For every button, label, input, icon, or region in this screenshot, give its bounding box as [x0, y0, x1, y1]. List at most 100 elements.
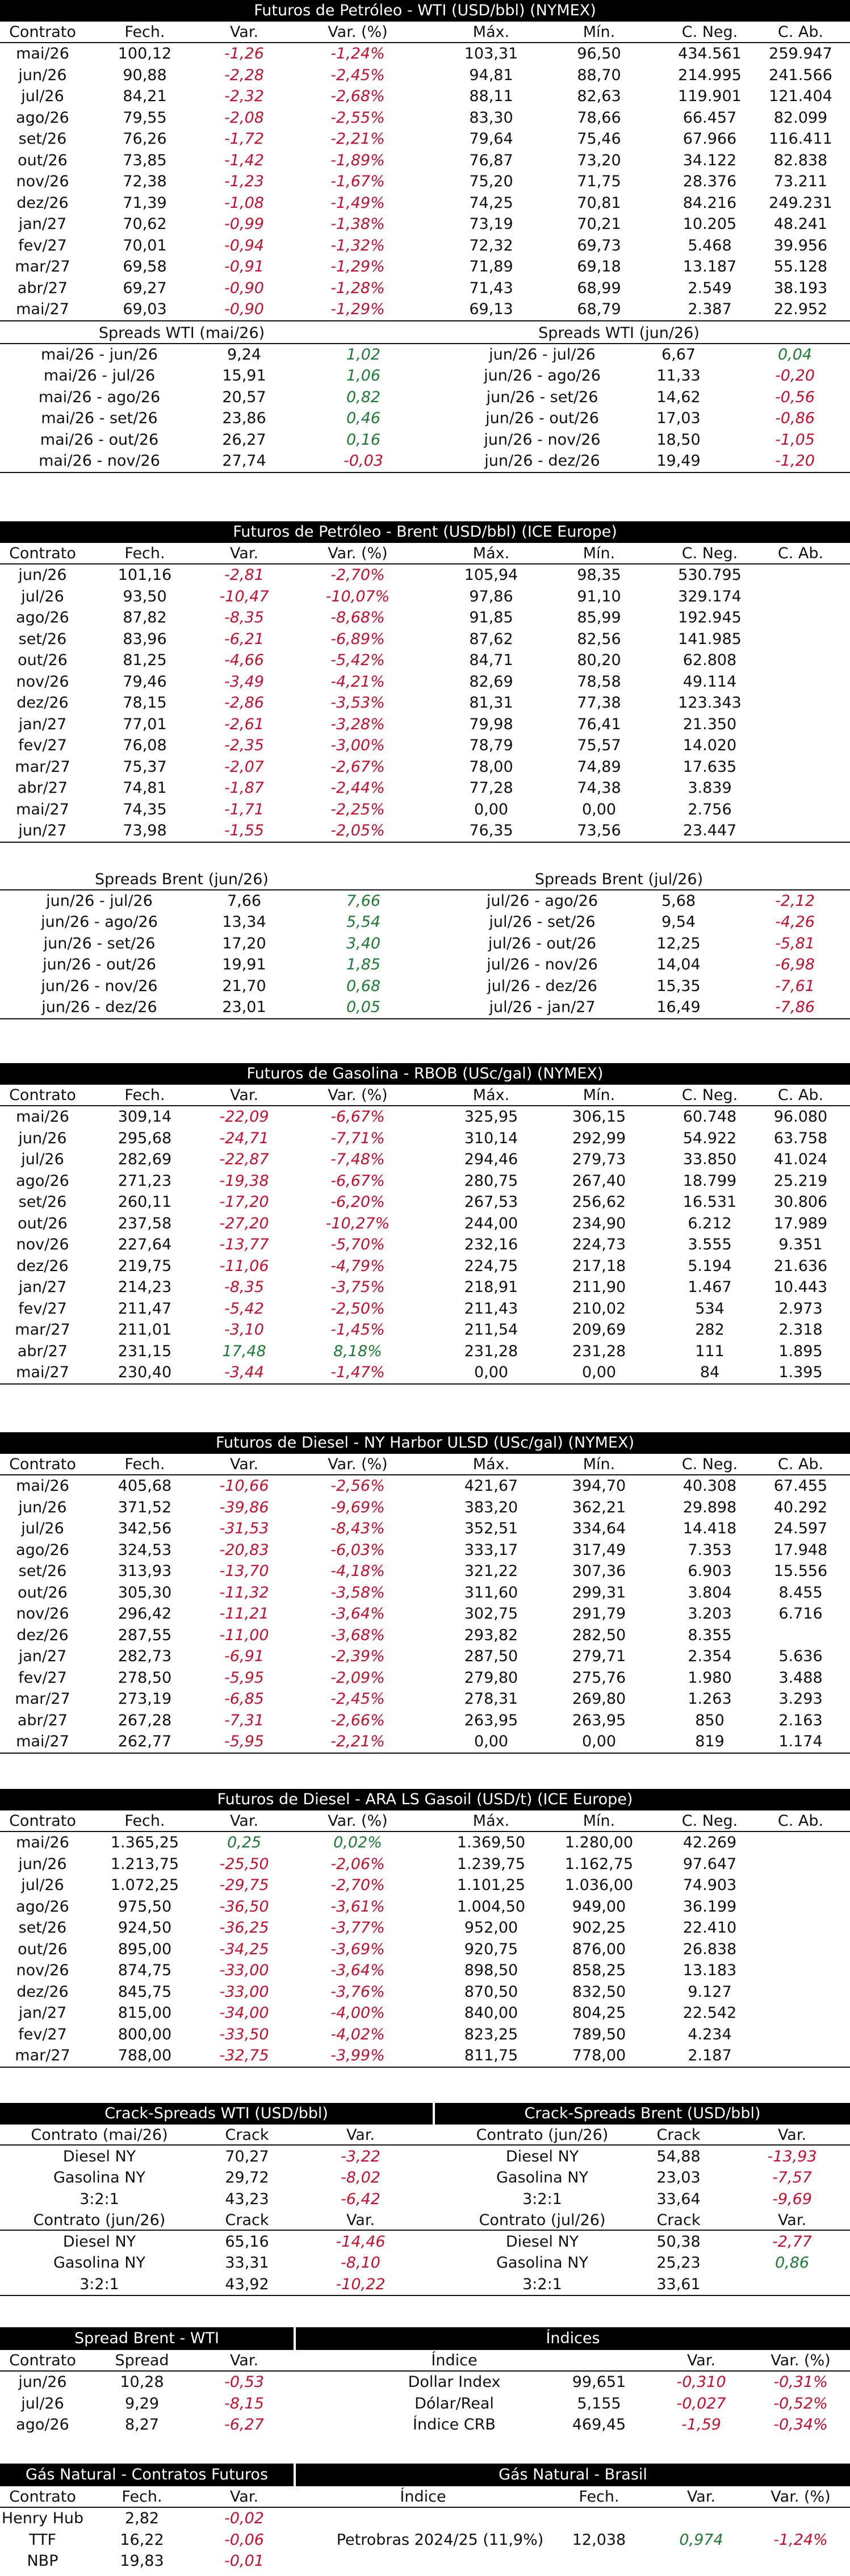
cell: 898,50	[464, 1962, 518, 1979]
cell: 17.989	[773, 1214, 828, 1232]
cell: 259.947	[769, 45, 832, 62]
table-row: mar/27 75,37 -2,07 -2,67% 78,00 74,89 17.635	[0, 756, 850, 778]
cell: 76,26	[123, 130, 167, 148]
cell: 21.350	[682, 715, 737, 733]
cell: 362,21	[572, 1498, 626, 1516]
indices-title: Índices	[296, 2327, 850, 2350]
cell: Fech.	[124, 1812, 165, 1830]
cell: -33,00	[219, 1983, 269, 2001]
cell: 0,00	[474, 1733, 509, 1750]
cell: -34,00	[219, 2004, 269, 2022]
cell: 237,58	[118, 1214, 172, 1232]
cell: -17,20	[219, 1193, 269, 1211]
cell: jun/26 - nov/26	[484, 430, 601, 449]
cell: 231,15	[118, 1342, 172, 1360]
cell: 9.351	[778, 1236, 823, 1253]
cell: nov/26	[16, 1236, 69, 1253]
cell: 3.555	[688, 1236, 732, 1253]
cell: 33,31	[225, 2254, 269, 2272]
cell: jan/27	[18, 715, 67, 733]
cell: -3,61%	[330, 1897, 385, 1916]
cell: -1,47%	[330, 1364, 385, 1381]
cell: jun/26	[18, 1498, 67, 1516]
rbob-table-title: Futuros de Gasolina - RBOB (USc/gal) (NY…	[0, 1063, 850, 1085]
table-row: NBP 19,83 -0,01	[0, 2550, 850, 2572]
cell: 0,04	[777, 345, 813, 363]
table-row: nov/26 79,46 -3,49 -4,21% 82,69 78,58 49.114	[0, 671, 850, 693]
cell: 33,61	[656, 2275, 701, 2293]
cell: Fech.	[579, 2488, 619, 2506]
cell: 0,16	[346, 430, 381, 449]
cell: 279,73	[572, 1151, 626, 1168]
divider	[0, 2370, 850, 2372]
cell: 33.850	[682, 1151, 737, 1168]
cell: jul/26	[21, 87, 64, 105]
cell: 902,25	[572, 1919, 626, 1937]
cell: Spreads Brent (jun/26)	[95, 870, 269, 888]
table-row: mar/27 273,19 -6,85 -2,45% 278,31 269,80 1.263…	[0, 1688, 850, 1710]
cell: 73,20	[577, 151, 621, 169]
cell: jul/26 - ago/26	[486, 892, 598, 910]
cell: Fech.	[122, 2488, 162, 2506]
cell: Var.	[777, 2211, 807, 2229]
divider	[0, 889, 850, 890]
cell: -11,00	[219, 1626, 269, 1644]
cell: 2,82	[124, 2510, 160, 2527]
cell: ago/26	[16, 609, 69, 626]
table-row: fev/27 76,08 -2,35 -3,00% 78,79 75,57 14.020	[0, 735, 850, 756]
cell: jan/27	[18, 1647, 67, 1665]
cell: 8,18%	[333, 1342, 382, 1360]
table-row: jan/27 77,01 -2,61 -3,28% 79,98 76,41 21.350	[0, 714, 850, 735]
cell: 80,20	[577, 651, 621, 669]
cell: -4,79%	[330, 1257, 385, 1275]
cell: 78,66	[577, 108, 621, 127]
cell: 309,14	[118, 1108, 172, 1126]
cell: 302,75	[464, 1605, 518, 1622]
cell: jun/26 - out/26	[43, 956, 156, 973]
cell: out/26	[18, 651, 68, 669]
cell: -10,07%	[325, 587, 390, 605]
cell: 1.004,50	[457, 1897, 526, 1916]
cell: 84,21	[123, 87, 167, 105]
cell: -2,08	[224, 108, 264, 127]
cell: 18.799	[682, 1172, 737, 1190]
cell: -2,45%	[330, 66, 385, 84]
cell: 282,73	[118, 1647, 172, 1665]
cell: -3,10	[224, 1321, 264, 1339]
cell: -8,43%	[330, 1520, 385, 1537]
cell: -2,86	[224, 694, 264, 712]
cell: jul/26	[21, 1520, 64, 1537]
cell: 75,57	[577, 737, 621, 754]
cell: 82,69	[469, 672, 513, 691]
cell: 267,40	[572, 1172, 626, 1190]
cell: 1.280,00	[564, 1834, 634, 1851]
cell: 116.411	[769, 130, 832, 148]
cell: Gasolina NY	[496, 2254, 588, 2272]
cell: 9,29	[124, 2394, 160, 2412]
cell: dez/26	[16, 1257, 69, 1275]
cell: Crack	[225, 2126, 269, 2144]
cell: -9,69%	[330, 1498, 385, 1516]
spread-row: mai/26 - ago/26 20,57 0,82 jun/26 - set/26 1…	[0, 387, 850, 408]
cell: -24,71	[219, 1129, 269, 1147]
cell: 77,38	[577, 694, 621, 712]
cell: 307,36	[572, 1562, 626, 1580]
cell: 1.895	[778, 1342, 823, 1360]
cell: 271,23	[118, 1172, 172, 1190]
cell: 19,91	[222, 956, 266, 973]
cell: 0,974	[679, 2531, 723, 2549]
cell: 874,75	[118, 1962, 172, 1979]
cell: 1.467	[688, 1278, 732, 1296]
cell: 73,98	[123, 822, 167, 839]
cell: 76,41	[577, 715, 621, 733]
cell: 224,73	[572, 1236, 626, 1253]
cell: 70,27	[225, 2147, 269, 2165]
cell: 43,92	[225, 2275, 269, 2293]
cell: 262,77	[118, 1733, 172, 1750]
cell: -1,29%	[330, 258, 385, 275]
cell: Var.	[346, 2211, 375, 2229]
cell: mar/27	[15, 1321, 70, 1339]
cell: Contrato	[9, 1086, 76, 1104]
cell: jun/26	[18, 566, 67, 584]
cell: mai/26 - ago/26	[38, 388, 161, 406]
